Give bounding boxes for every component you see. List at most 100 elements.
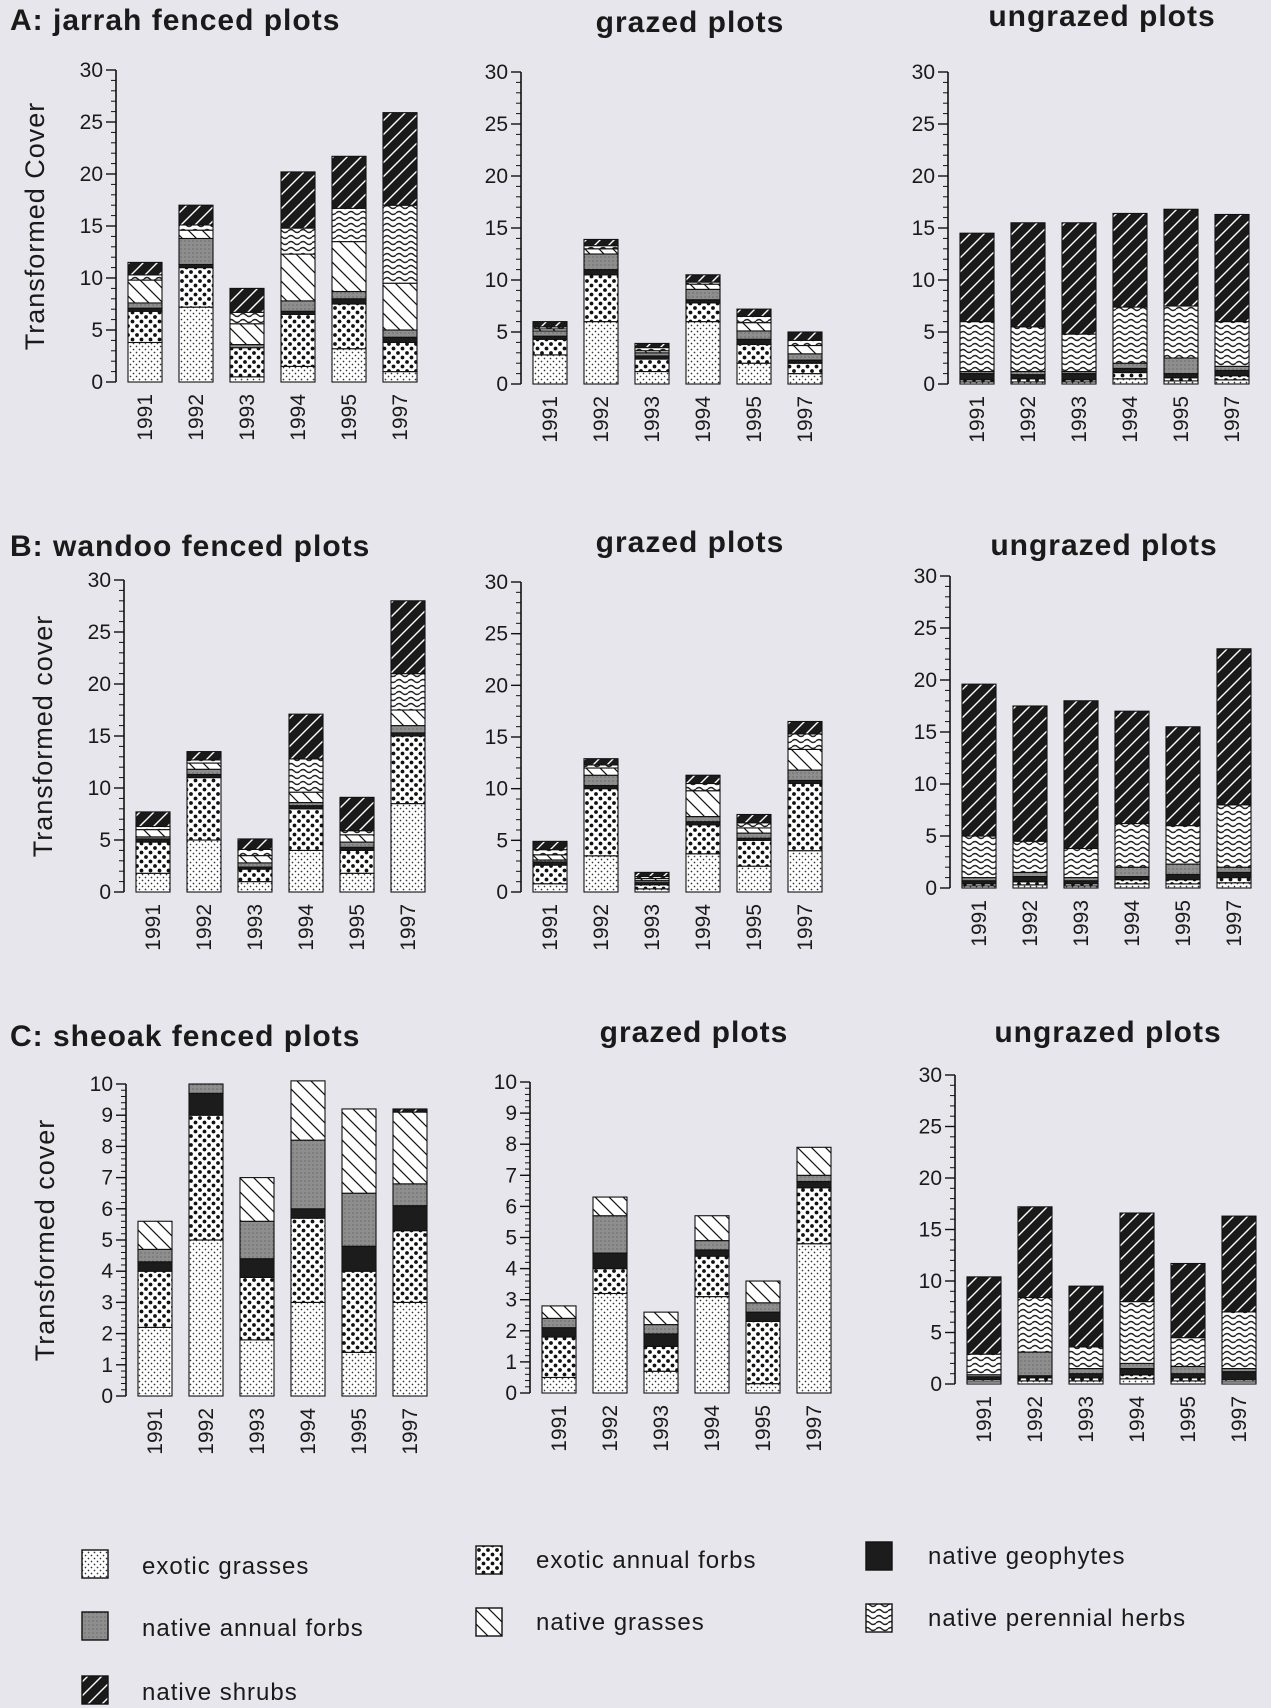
bar-segment-native-shrubs [1063, 700, 1099, 850]
bar-segment-exotic-grasses [188, 1239, 224, 1397]
bar-1995 [736, 308, 772, 385]
panel-3: ungrazed plots 0 5 10 15 20 25 30 1991 1992 1993 19… [912, 0, 1250, 443]
bar-1992 [592, 1196, 628, 1394]
y-tick-label: 15 [485, 217, 508, 240]
y-tick-label: 5 [925, 825, 937, 848]
bar-segment-native-grasses [237, 855, 273, 864]
bar-segment-native-grasses [592, 1196, 628, 1217]
bar-segment-native-annual-forbs [1068, 1368, 1104, 1375]
bar-segment-native-annual-forbs [1112, 362, 1148, 369]
bar-segment-native-perennial-herbs [1165, 825, 1201, 865]
bar-segment-exotic-annual-forbs [736, 343, 772, 364]
bar-segment-native-grasses [290, 1080, 326, 1141]
bar-1997 [392, 1108, 428, 1397]
x-tick-label: 1991 [144, 1408, 167, 1455]
bar-segment-native-geophytes [341, 1245, 377, 1272]
bar-segment-native-grasses [643, 1311, 679, 1326]
bar-segment-native-grasses [135, 829, 171, 838]
bar-1991 [961, 683, 997, 889]
bar-segment-exotic-grasses [634, 370, 670, 385]
bar-segment-native-geophytes [1163, 373, 1199, 379]
y-tick-label: 30 [914, 565, 937, 588]
bar-segment-native-grasses [331, 241, 367, 293]
y-tick-label: 30 [485, 571, 508, 594]
bar-segment-native-annual-forbs [685, 288, 721, 301]
bar-segment-native-annual-forbs [583, 774, 619, 787]
bar-segment-native-grasses [339, 834, 375, 843]
bar-segment-native-perennial-herbs [1170, 1337, 1206, 1368]
bar-segment-exotic-annual-forbs [239, 1276, 275, 1341]
legend-item-native-grasses: native grasses [475, 1607, 704, 1637]
bar-segment-native-geophytes [331, 298, 367, 305]
x-tick-label: 1992 [599, 1405, 622, 1452]
panel-9: ungrazed plots 0 5 10 15 20 25 30 1991 1992 1993 19… [919, 1016, 1257, 1443]
bar-segment-native-shrubs [1112, 212, 1148, 308]
bar-segment-native-perennial-herbs [1068, 1346, 1104, 1370]
legend-item-native-perennial-herbs: native perennial herbs [865, 1603, 1185, 1633]
bar-segment-native-geophytes [1170, 1373, 1206, 1379]
x-tick-label: 1992 [1024, 1396, 1047, 1443]
bar-segment-native-grasses [137, 1220, 173, 1250]
x-tick-label: 1997 [397, 904, 420, 951]
bar-segment-exotic-grasses [127, 341, 163, 383]
bar-segment-exotic-annual-forbs [137, 1270, 173, 1328]
bar-segment-exotic-grasses [787, 850, 823, 893]
bar-segment-native-annual-forbs [1119, 1362, 1155, 1370]
bar-1997 [390, 600, 426, 893]
bar-segment-native-geophytes [1165, 873, 1201, 881]
y-tick-label: 8 [101, 1135, 113, 1158]
y-tick-label: 8 [505, 1133, 517, 1156]
bar-segment-exotic-annual-forbs [229, 347, 265, 378]
bar-segment-exotic-grasses [280, 365, 316, 383]
x-tick-label: 1997 [794, 396, 817, 443]
bar-1995 [339, 796, 375, 893]
bar-segment-native-geophytes [1012, 876, 1048, 883]
bar-segment-native-grasses [736, 322, 772, 332]
bar-segment-exotic-annual-forbs [188, 1114, 224, 1241]
bar-segment-native-perennial-herbs [237, 848, 273, 857]
bar-segment-exotic-annual-forbs [685, 824, 721, 855]
panel-2: grazed plots 0 5 10 15 20 25 30 1991 1992 1993 1994… [485, 6, 823, 443]
bar-segment-native-shrubs [280, 171, 316, 229]
bar-segment-native-perennial-herbs [1119, 1301, 1155, 1364]
bar-1991 [541, 1305, 577, 1394]
bar-1993 [229, 287, 265, 383]
bar-1997 [796, 1146, 832, 1394]
bar-segment-native-grasses [685, 283, 721, 290]
y-axis-label: Transformed cover [28, 615, 58, 858]
bar-segment-native-grasses [390, 709, 426, 727]
bar-segment-exotic-grasses [229, 376, 265, 383]
bar-segment-native-shrubs [583, 758, 619, 766]
x-tick-label: 1994 [1126, 1396, 1149, 1443]
bar-segment-native-perennial-herbs [959, 321, 995, 373]
bar-segment-native-grasses [787, 344, 823, 355]
bar-segment-exotic-grasses [787, 373, 823, 385]
y-tick-label: 5 [923, 321, 935, 344]
panel-4: B: wandoo fenced plots Transformed cover 0… [10, 530, 426, 951]
bar-segment-native-grasses [229, 323, 265, 346]
y-tick-label: 1 [505, 1351, 517, 1374]
bar-1995 [341, 1108, 377, 1397]
y-tick-label: 10 [919, 1270, 942, 1293]
bar-segment-exotic-annual-forbs [583, 274, 619, 323]
bar-segment-native-perennial-herbs [961, 835, 997, 879]
y-tick-label: 0 [923, 373, 935, 396]
bar-segment-exotic-annual-forbs [341, 1270, 377, 1353]
y-tick-label: 5 [496, 829, 508, 852]
bar-segment-exotic-annual-forbs [237, 868, 273, 883]
panel-title: A: jarrah fenced plots [10, 4, 340, 37]
y-tick-label: 2 [505, 1320, 517, 1343]
bar-segment-exotic-annual-forbs [796, 1187, 832, 1245]
bar-segment-native-grasses [541, 1305, 577, 1319]
x-tick-label: 1991 [966, 396, 989, 443]
bar-1992 [583, 238, 619, 385]
legend-label: native shrubs [142, 1679, 298, 1706]
x-tick-label: 1992 [1017, 396, 1040, 443]
bar-segment-native-perennial-herbs [1017, 1296, 1053, 1353]
x-tick-label: 1995 [348, 1408, 371, 1455]
bar-segment-native-shrubs [1214, 213, 1250, 323]
bar-segment-exotic-annual-forbs [643, 1345, 679, 1372]
legend: exotic grasses exotic annual forbs native … [81, 1541, 1185, 1706]
bar-segment-native-grasses [186, 762, 222, 770]
